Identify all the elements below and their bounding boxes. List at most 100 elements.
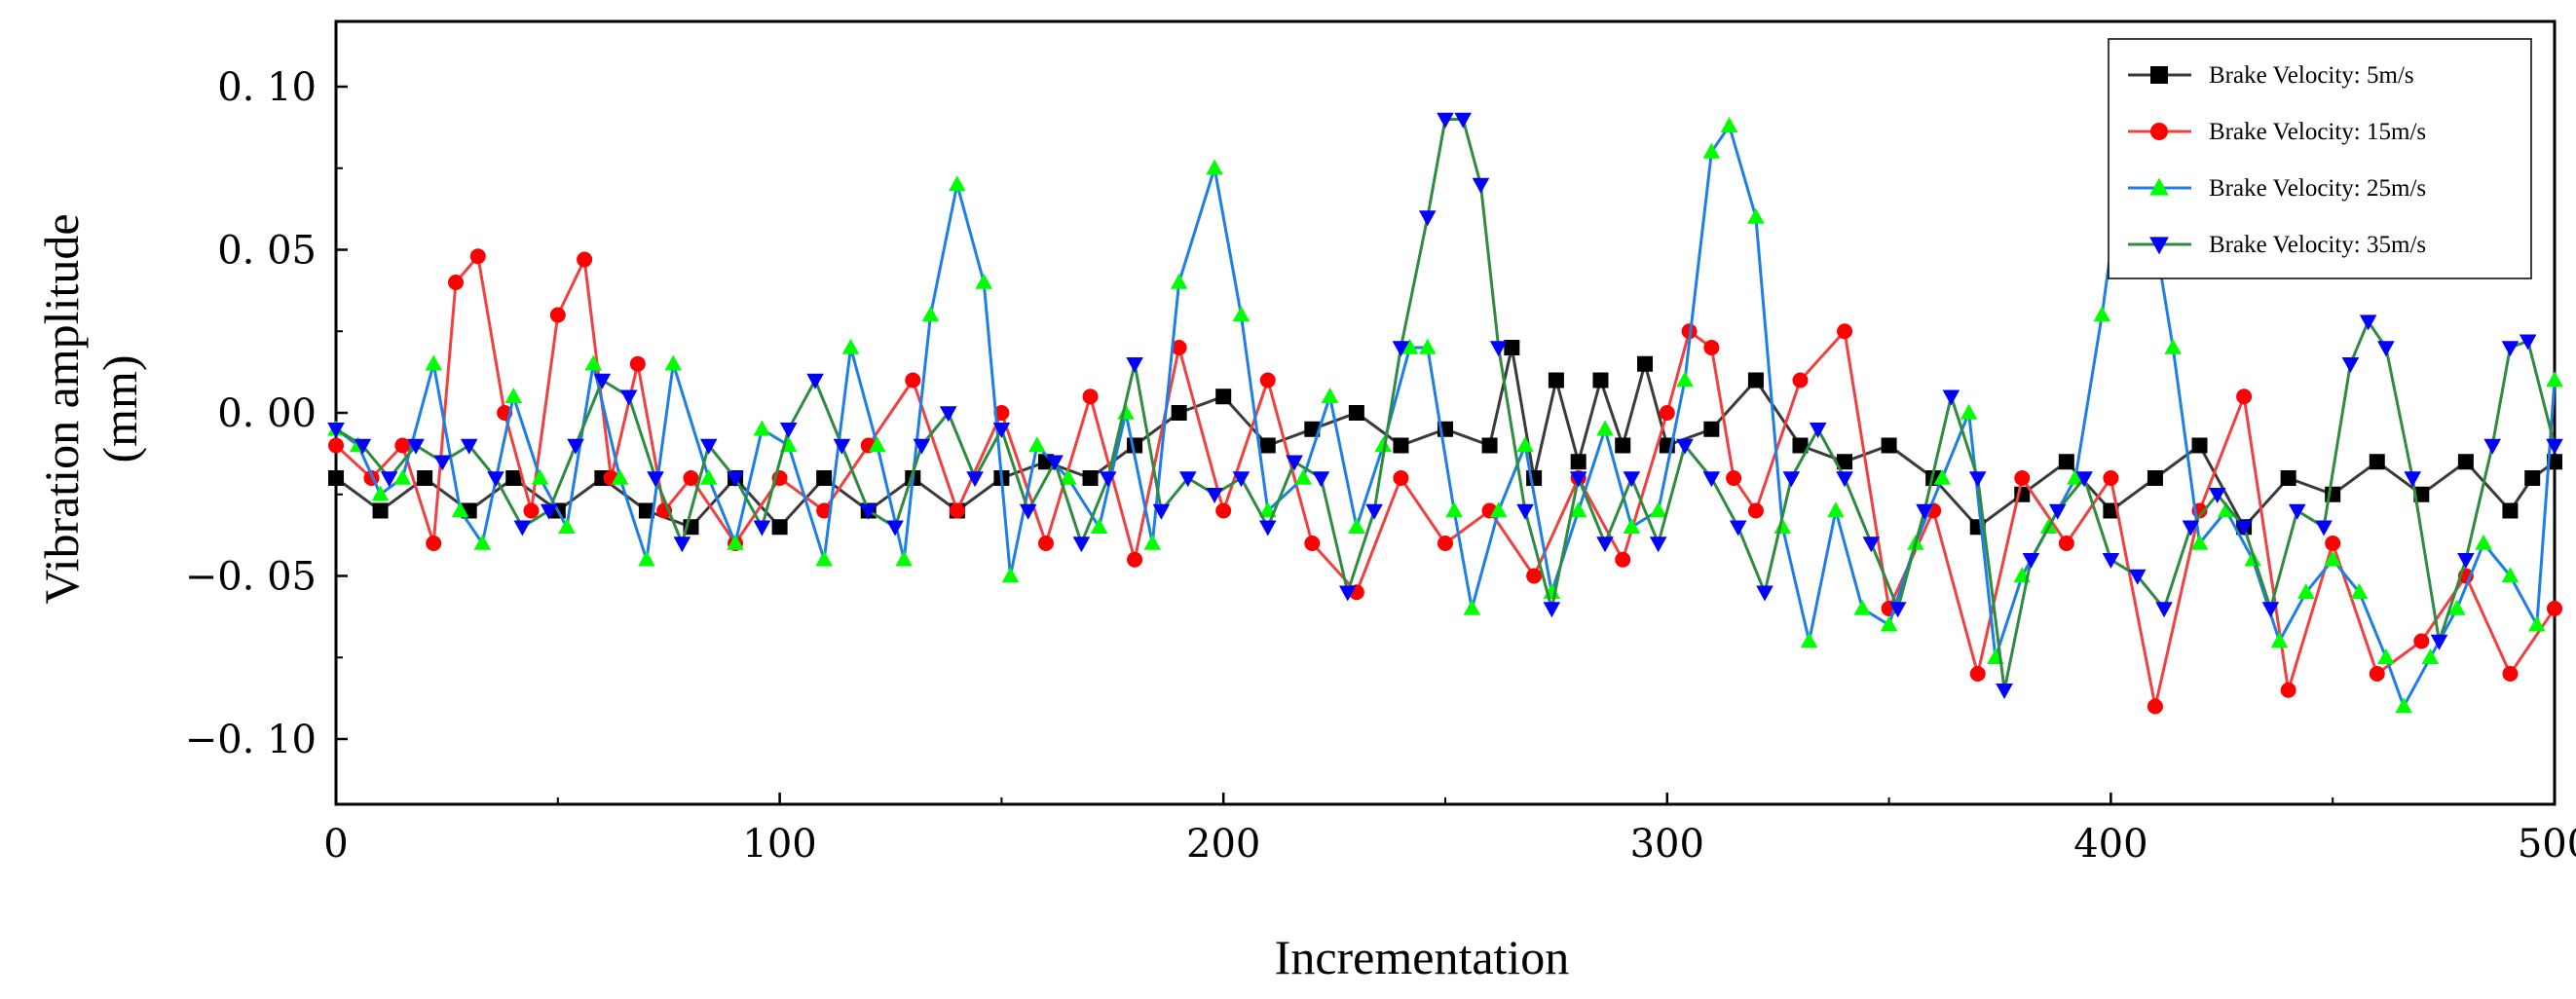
data-point	[1676, 438, 1694, 455]
data-point	[1472, 177, 1490, 194]
data-point	[417, 470, 433, 486]
data-point	[1676, 371, 1694, 388]
data-point	[2067, 468, 2084, 485]
data-point	[1072, 536, 1091, 553]
data-point	[638, 550, 655, 567]
ticks-layer: 0 100 200 300 400 500 0. 10 0. 05 0. 00 −0. 05 −0.…	[185, 65, 2576, 867]
data-point	[1312, 471, 1330, 488]
data-point	[2546, 438, 2563, 455]
y-tick-label: −0. 10	[185, 718, 317, 762]
data-point	[2147, 470, 2163, 486]
data-point	[2350, 583, 2369, 600]
data-point	[1418, 210, 1437, 227]
data-point	[1702, 142, 1721, 159]
data-point	[327, 422, 345, 438]
data-point	[2527, 615, 2546, 632]
data-point	[1127, 551, 1143, 568]
data-point	[647, 471, 664, 488]
data-point	[1481, 437, 1498, 454]
data-point	[1171, 405, 1187, 421]
data-point	[1463, 599, 1481, 615]
data-point	[2218, 501, 2235, 518]
data-point	[727, 534, 744, 550]
data-point	[1516, 503, 1534, 520]
data-point	[1304, 536, 1321, 551]
data-point	[664, 354, 683, 371]
data-point	[1019, 503, 1037, 520]
legend-label-5ms: Brake Velocity: 5m/s	[2209, 62, 2414, 89]
data-point	[1286, 455, 1303, 471]
data-point	[2324, 550, 2341, 567]
data-point	[567, 438, 584, 455]
data-point	[833, 438, 851, 455]
data-point	[1400, 338, 1419, 354]
y-tick-label: 0. 00	[217, 391, 317, 436]
data-point	[895, 550, 913, 567]
data-point	[2191, 437, 2208, 454]
data-point	[638, 502, 654, 519]
data-point	[473, 534, 492, 550]
legend-label-15ms: Brake Velocity: 15m/s	[2209, 119, 2426, 145]
data-point	[993, 405, 1010, 421]
data-point	[1489, 501, 1508, 518]
data-point	[1418, 338, 1437, 354]
series-1	[328, 248, 2562, 715]
data-point	[372, 502, 389, 519]
data-point	[1206, 159, 1223, 175]
data-point	[505, 470, 522, 486]
x-tick-label: 200	[1186, 822, 1260, 867]
data-point	[1837, 454, 1853, 470]
data-point	[905, 372, 921, 388]
data-point	[1800, 632, 1818, 648]
data-point	[1001, 567, 1020, 583]
series-3	[327, 112, 2563, 699]
data-point	[2519, 334, 2537, 351]
data-point	[753, 420, 771, 436]
data-point	[1615, 551, 1631, 568]
data-point	[504, 388, 523, 404]
data-point	[2147, 698, 2163, 715]
data-point	[1437, 536, 1453, 551]
data-point	[1615, 437, 1631, 454]
data-point	[779, 422, 798, 438]
data-point	[1703, 421, 1720, 437]
data-point	[487, 471, 504, 488]
data-point	[1259, 372, 1276, 388]
data-point	[2022, 552, 2040, 569]
data-point	[1880, 615, 1898, 632]
data-point	[699, 468, 718, 485]
data-point	[1454, 112, 1473, 129]
series-2	[327, 117, 2563, 714]
data-point	[1526, 568, 1543, 584]
data-point	[1348, 518, 1365, 535]
data-point	[869, 436, 886, 453]
data-point	[425, 354, 443, 371]
data-point	[2288, 503, 2306, 520]
data-point	[2048, 503, 2067, 520]
data-point	[1365, 503, 1383, 520]
data-point	[2369, 454, 2385, 470]
data-point	[394, 437, 411, 454]
data-point	[1792, 372, 1809, 388]
data-point	[2475, 534, 2492, 550]
data-point	[1392, 341, 1410, 357]
data-point	[2377, 341, 2395, 357]
data-point	[1090, 518, 1108, 535]
data-point	[2190, 534, 2209, 550]
data-point	[1637, 355, 1654, 372]
data-point	[513, 520, 532, 536]
data-point	[1996, 683, 2013, 699]
data-point	[1569, 471, 1587, 488]
data-point	[2369, 666, 2385, 682]
data-point	[1729, 520, 1747, 536]
data-point	[354, 438, 372, 455]
data-point	[531, 468, 549, 485]
data-point	[1747, 207, 1765, 224]
data-point	[1649, 536, 1667, 553]
data-point	[1393, 437, 1409, 454]
data-point	[1178, 471, 1197, 488]
data-point	[2457, 454, 2474, 470]
data-point	[2164, 338, 2182, 354]
data-point	[371, 485, 390, 501]
